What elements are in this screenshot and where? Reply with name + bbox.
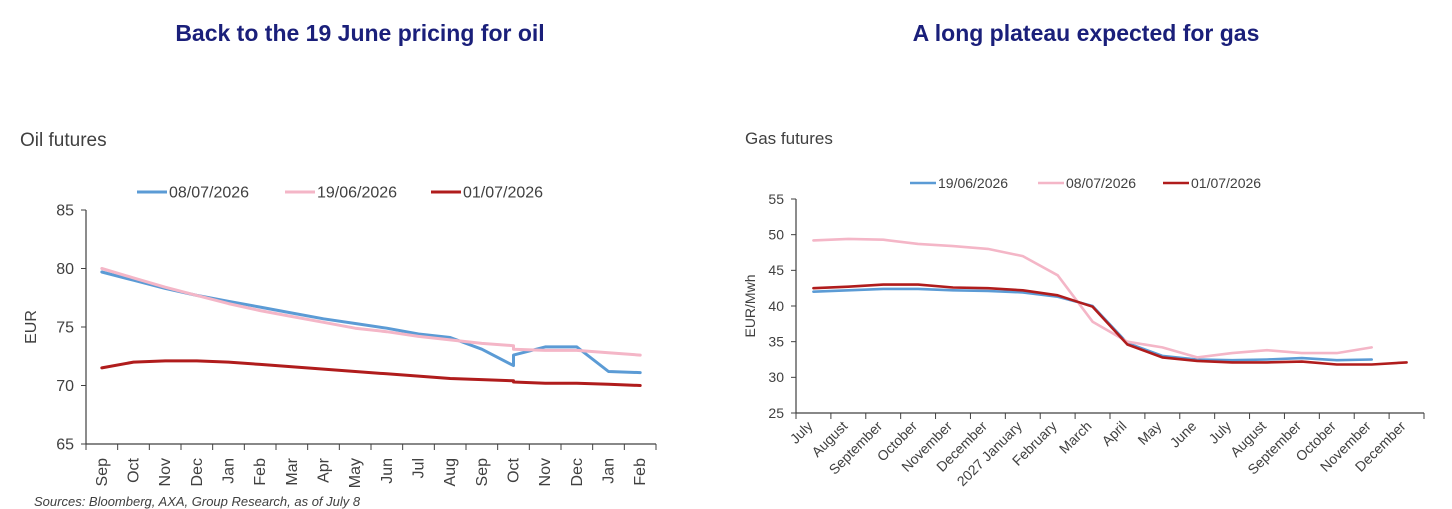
- chart1-y-tick-label: 25: [768, 405, 784, 421]
- chart0-y-tick-label: 70: [56, 378, 74, 395]
- chart1-x-tick-label: June: [1167, 418, 1200, 451]
- source-footnote: Sources: Bloomberg, AXA, Group Research,…: [34, 494, 361, 509]
- chart0-x-tick-label: May: [347, 458, 364, 488]
- chart1-x-tick-label: April: [1098, 418, 1129, 449]
- chart0-x-tick-label: Jun: [379, 458, 396, 484]
- chart0-y-tick-label: 65: [56, 437, 74, 454]
- chart0-x-tick-label: Jul: [411, 458, 428, 478]
- chart1-x-tick-label: July: [787, 418, 816, 447]
- chart1-y-tick-label: 35: [768, 334, 784, 350]
- gas-headline: A long plateau expected for gas: [912, 20, 1260, 46]
- chart0-x-tick-label: Sep: [94, 458, 111, 487]
- chart1-x-tick-label: March: [1056, 418, 1095, 457]
- chart0-series-line-1: [100, 270, 642, 375]
- chart1-x-tick-label: May: [1134, 418, 1164, 448]
- oil-chart-svg: 65 70 75 80 85 Sep Oct Nov Dec Jan Feb Mar Apr May Jun…: [23, 185, 657, 488]
- chart1-x-tick-label: July: [1205, 418, 1234, 447]
- chart1-y-tick-label: 50: [768, 227, 784, 243]
- oil-headline: Back to the 19 June pricing for oil: [175, 20, 545, 46]
- chart1-y-tick-label: 30: [768, 369, 784, 385]
- chart0-y-tick-label: 80: [56, 261, 74, 278]
- chart1-y-tick-label: 45: [768, 262, 784, 278]
- chart0-x-tick-label: Jan: [221, 458, 238, 484]
- chart0-series-line-3: [100, 359, 642, 387]
- chart1-legend-label-2: 08/07/2026: [1066, 175, 1136, 191]
- chart0-x-tick-label: Jan: [601, 458, 618, 484]
- gas-chart-title: Gas futures: [745, 129, 833, 148]
- chart1-series-line-1: [812, 287, 1374, 362]
- chart0-legend-label-3: 01/07/2026: [463, 185, 543, 202]
- chart0-x-tick-label: Mar: [284, 457, 301, 485]
- chart0-y-tick-label: 85: [56, 203, 74, 220]
- chart1-legend-label-1: 19/06/2026: [938, 175, 1008, 191]
- chart0-legend-label-2: 19/06/2026: [317, 185, 397, 202]
- chart0-x-tick-label: Dec: [569, 458, 586, 486]
- oil-chart-title: Oil futures: [20, 130, 107, 151]
- chart1-series-line-3: [812, 283, 1408, 366]
- chart1-y-tick-label: 40: [768, 298, 784, 314]
- chart1-y-axis-label: EUR/Mwh: [742, 274, 758, 337]
- gas-chart-svg: 25303540455055JulyAugustSeptemberOctober…: [742, 175, 1425, 489]
- chart0-x-tick-label: Feb: [632, 458, 649, 486]
- chart0-x-tick-label: Dec: [189, 458, 206, 486]
- chart0-x-tick-label: Nov: [537, 458, 554, 486]
- chart0-x-tick-label: Sep: [474, 458, 491, 487]
- chart1-y-tick-label: 55: [768, 191, 784, 207]
- chart0-x-tick-label: Feb: [252, 458, 269, 486]
- chart0-y-tick-label: 75: [56, 320, 74, 337]
- oil-chart-panel: Back to the 19 June pricing for oil Oil …: [0, 0, 720, 504]
- chart0-series-line-2: [100, 267, 642, 357]
- chart0-x-tick-label: Apr: [316, 457, 333, 483]
- chart0-x-tick-label: Oct: [506, 457, 523, 482]
- chart1-legend-label-3: 01/07/2026: [1191, 175, 1261, 191]
- chart1-series-line-2: [812, 237, 1374, 359]
- chart0-x-tick-label: Oct: [126, 457, 143, 482]
- chart0-x-tick-label: Nov: [157, 458, 174, 486]
- chart0-y-axis-label: EUR: [23, 310, 40, 344]
- chart0-x-tick-label: Aug: [442, 458, 459, 486]
- chart0-legend-label-1: 08/07/2026: [169, 185, 249, 202]
- gas-chart-panel: A long plateau expected for gas Gas futu…: [720, 0, 1452, 504]
